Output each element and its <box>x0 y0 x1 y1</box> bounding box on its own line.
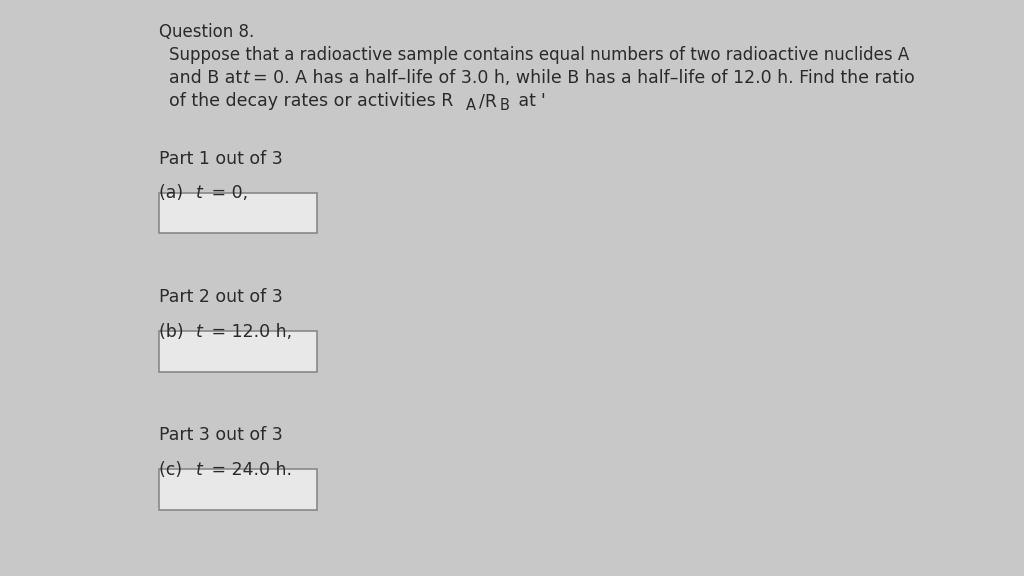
Text: ': ' <box>541 92 546 110</box>
Text: Question 8.: Question 8. <box>159 23 254 41</box>
Text: t: t <box>196 184 203 202</box>
Text: A: A <box>466 98 476 113</box>
Text: (b): (b) <box>159 323 188 340</box>
Text: and B at: and B at <box>169 69 248 87</box>
Bar <box>159 331 317 372</box>
Text: t: t <box>196 461 203 479</box>
Text: B: B <box>500 98 510 113</box>
Text: (c): (c) <box>159 461 187 479</box>
Text: of the decay rates or activities R: of the decay rates or activities R <box>169 92 454 110</box>
Text: = 0,: = 0, <box>206 184 248 202</box>
Text: = 12.0 h,: = 12.0 h, <box>206 323 292 340</box>
Bar <box>159 469 317 510</box>
Text: at: at <box>513 92 536 110</box>
Text: Part 3 out of 3: Part 3 out of 3 <box>159 426 283 444</box>
Text: Suppose that a radioactive sample contains equal numbers of two radioactive nucl: Suppose that a radioactive sample contai… <box>169 46 909 64</box>
Text: t: t <box>196 323 203 340</box>
Bar <box>159 193 317 233</box>
Text: t: t <box>243 69 250 87</box>
Text: /R: /R <box>479 92 498 110</box>
Text: = 0. A has a half–life of 3.0 h, while B has a half–life of 12.0 h. Find the rat: = 0. A has a half–life of 3.0 h, while B… <box>253 69 914 87</box>
Text: (a): (a) <box>159 184 188 202</box>
Text: Part 2 out of 3: Part 2 out of 3 <box>159 288 283 306</box>
Text: = 24.0 h.: = 24.0 h. <box>206 461 292 479</box>
Text: Part 1 out of 3: Part 1 out of 3 <box>159 150 283 168</box>
